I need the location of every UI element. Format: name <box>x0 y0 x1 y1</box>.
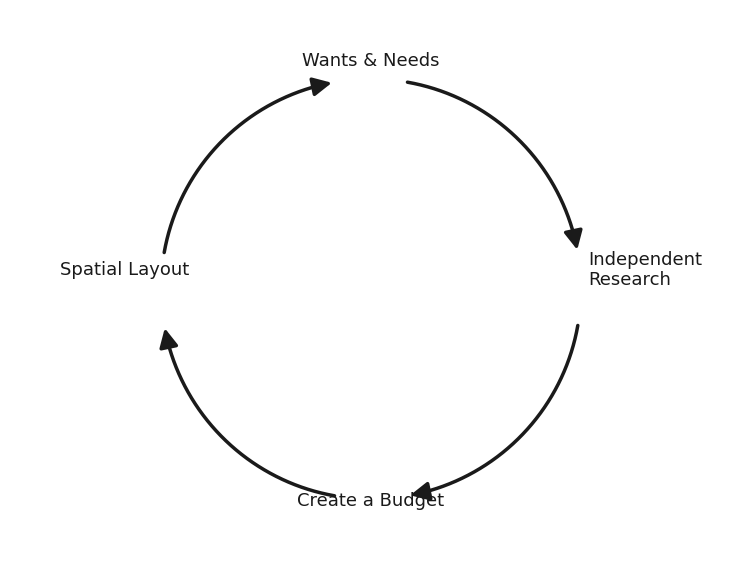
Text: Independent
Research: Independent Research <box>588 251 702 290</box>
Text: Spatial Layout: Spatial Layout <box>60 261 189 279</box>
Text: Wants & Needs: Wants & Needs <box>302 52 440 70</box>
Text: Create a Budget: Create a Budget <box>298 492 444 510</box>
